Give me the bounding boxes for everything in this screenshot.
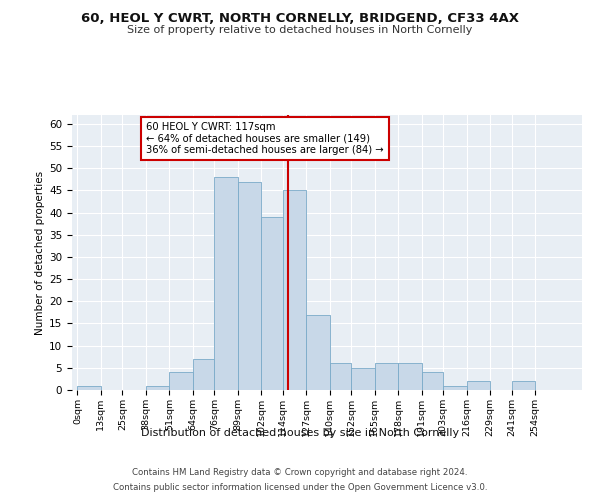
Bar bbox=[261, 217, 283, 390]
Bar bbox=[283, 190, 306, 390]
Text: 60, HEOL Y CWRT, NORTH CORNELLY, BRIDGEND, CF33 4AX: 60, HEOL Y CWRT, NORTH CORNELLY, BRIDGEN… bbox=[81, 12, 519, 26]
Text: Contains public sector information licensed under the Open Government Licence v3: Contains public sector information licen… bbox=[113, 483, 487, 492]
Text: 60 HEOL Y CWRT: 117sqm
← 64% of detached houses are smaller (149)
36% of semi-de: 60 HEOL Y CWRT: 117sqm ← 64% of detached… bbox=[146, 122, 383, 155]
Bar bbox=[422, 372, 443, 390]
Bar bbox=[146, 386, 169, 390]
Bar bbox=[443, 386, 467, 390]
Text: Size of property relative to detached houses in North Cornelly: Size of property relative to detached ho… bbox=[127, 25, 473, 35]
Bar bbox=[214, 177, 238, 390]
Bar bbox=[467, 381, 490, 390]
Bar bbox=[512, 381, 535, 390]
Bar bbox=[330, 364, 352, 390]
Text: Distribution of detached houses by size in North Cornelly: Distribution of detached houses by size … bbox=[141, 428, 459, 438]
Bar bbox=[77, 386, 101, 390]
Bar bbox=[398, 364, 422, 390]
Bar bbox=[238, 182, 261, 390]
Y-axis label: Number of detached properties: Number of detached properties bbox=[35, 170, 45, 334]
Bar bbox=[306, 314, 330, 390]
Text: Contains HM Land Registry data © Crown copyright and database right 2024.: Contains HM Land Registry data © Crown c… bbox=[132, 468, 468, 477]
Bar bbox=[375, 364, 398, 390]
Bar bbox=[169, 372, 193, 390]
Bar bbox=[352, 368, 375, 390]
Bar bbox=[193, 359, 214, 390]
